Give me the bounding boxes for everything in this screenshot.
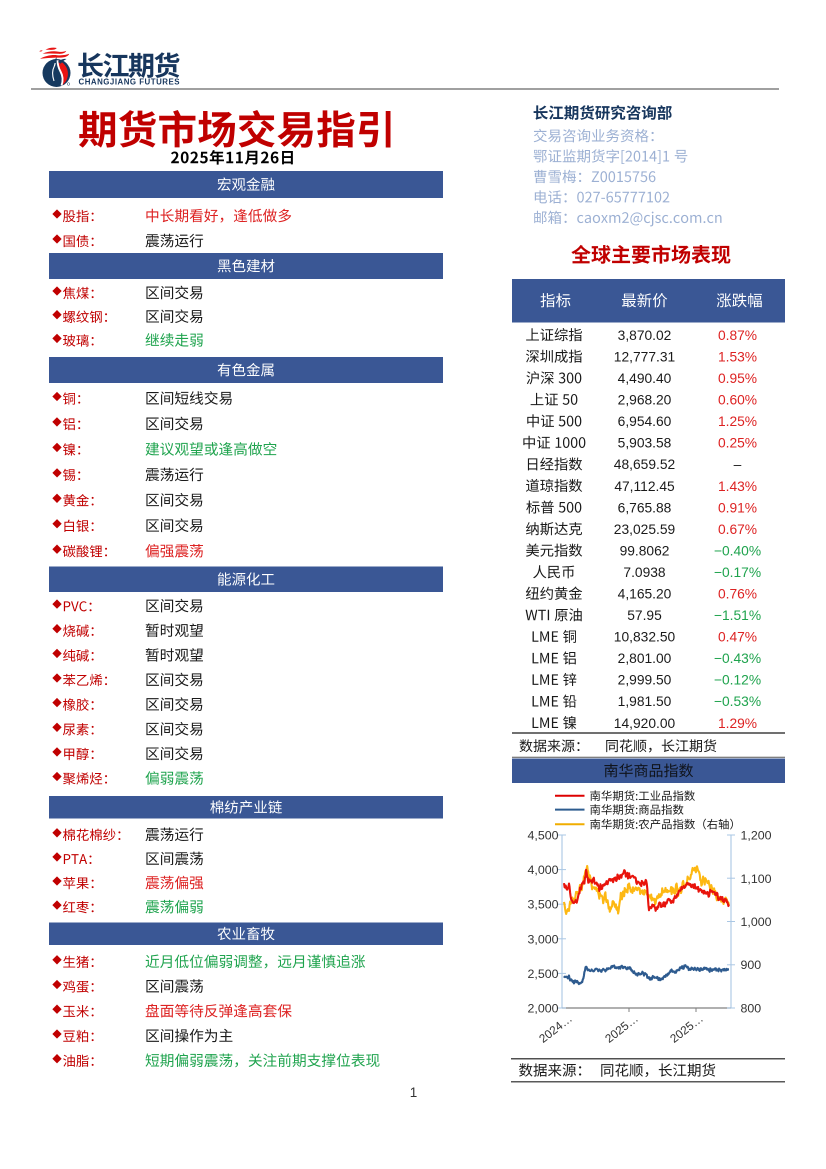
svg-text:12,777.31: 12,777.31 — [614, 349, 675, 364]
svg-text:−1.51%: −1.51% — [714, 608, 761, 623]
svg-text:−0.12%: −0.12% — [714, 673, 761, 688]
svg-text:57.95: 57.95 — [627, 608, 662, 623]
svg-text:4,000: 4,000 — [527, 863, 558, 877]
svg-text:−0.17%: −0.17% — [714, 565, 761, 580]
svg-text:1,200: 1,200 — [741, 829, 772, 843]
svg-text:900: 900 — [741, 958, 762, 972]
svg-text:0.76%: 0.76% — [718, 587, 757, 602]
svg-text:0.60%: 0.60% — [718, 393, 757, 408]
svg-text:1,000: 1,000 — [741, 915, 772, 929]
svg-text:10,832.50: 10,832.50 — [614, 630, 676, 645]
svg-text:5,903.58: 5,903.58 — [618, 436, 672, 451]
svg-text:6,765.88: 6,765.88 — [618, 500, 672, 515]
svg-text:4,165.20: 4,165.20 — [618, 587, 672, 602]
svg-text:3,000: 3,000 — [527, 932, 558, 946]
svg-text:0.91%: 0.91% — [718, 500, 757, 515]
svg-text:CHANGJIANG FUTURES: CHANGJIANG FUTURES — [79, 78, 181, 87]
svg-text:0.95%: 0.95% — [718, 371, 757, 386]
svg-text:2025…: 2025… — [602, 1011, 641, 1045]
svg-text:0.25%: 0.25% — [718, 436, 757, 451]
svg-text:2,968.20: 2,968.20 — [618, 393, 672, 408]
svg-text:1.29%: 1.29% — [718, 716, 757, 731]
svg-text:1: 1 — [410, 1085, 418, 1100]
svg-text:6,954.60: 6,954.60 — [618, 414, 672, 429]
svg-text:2,000: 2,000 — [527, 1002, 558, 1016]
svg-text:2,801.00: 2,801.00 — [618, 651, 672, 666]
svg-text:2,999.50: 2,999.50 — [618, 673, 672, 688]
svg-text:2024…: 2024… — [536, 1011, 575, 1045]
svg-text:1.25%: 1.25% — [718, 414, 757, 429]
svg-text:–: – — [734, 457, 742, 472]
svg-text:4,500: 4,500 — [527, 829, 558, 843]
svg-text:1.53%: 1.53% — [718, 349, 757, 364]
svg-text:0.47%: 0.47% — [718, 630, 757, 645]
svg-text:2,500: 2,500 — [527, 967, 558, 981]
svg-text:−0.43%: −0.43% — [714, 651, 761, 666]
svg-text:3,500: 3,500 — [527, 898, 558, 912]
svg-text:1.43%: 1.43% — [718, 479, 757, 494]
svg-text:2025…: 2025… — [667, 1011, 706, 1045]
svg-text:1,981.50: 1,981.50 — [618, 694, 672, 709]
svg-text:0.87%: 0.87% — [718, 328, 757, 343]
svg-text:−0.40%: −0.40% — [714, 543, 761, 558]
svg-text:48,659.52: 48,659.52 — [614, 457, 675, 472]
svg-text:99.8062: 99.8062 — [620, 543, 670, 558]
svg-text:14,920.00: 14,920.00 — [614, 716, 676, 731]
svg-text:47,112.45: 47,112.45 — [614, 479, 675, 494]
svg-text:4,490.40: 4,490.40 — [618, 371, 672, 386]
svg-text:−0.53%: −0.53% — [714, 694, 761, 709]
svg-text:800: 800 — [741, 1002, 762, 1016]
svg-text:7.0938: 7.0938 — [623, 565, 666, 580]
svg-text:0.67%: 0.67% — [718, 522, 757, 537]
svg-text:3,870.02: 3,870.02 — [618, 328, 672, 343]
svg-text:1,100: 1,100 — [741, 872, 772, 886]
svg-text:23,025.59: 23,025.59 — [614, 522, 676, 537]
